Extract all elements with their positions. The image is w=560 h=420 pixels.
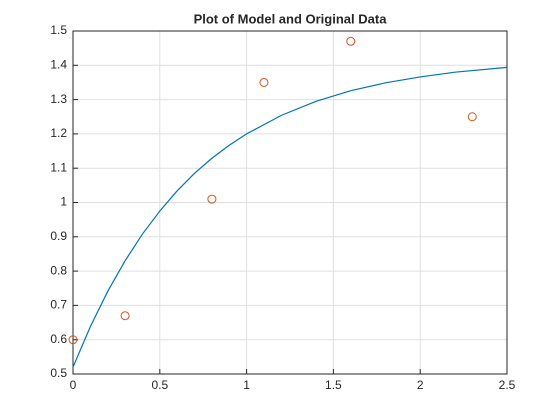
x-tick-label: 2 — [417, 378, 424, 392]
data-point — [346, 36, 356, 46]
data-point — [68, 335, 78, 345]
model-line — [72, 66, 508, 368]
x-tick-label: 2.5 — [499, 378, 516, 392]
y-tick-label: 1.2 — [50, 126, 67, 140]
x-tick-label: 0 — [70, 378, 77, 392]
plot-frame — [72, 30, 508, 375]
y-tick-label: 1.3 — [50, 92, 67, 106]
y-tick-label: 0.9 — [50, 229, 67, 243]
y-tick-label: 0.8 — [50, 263, 67, 277]
y-tick-label: 1 — [60, 195, 67, 209]
data-point — [259, 77, 269, 87]
data-point — [467, 112, 477, 122]
y-tick-label: 1.5 — [50, 23, 67, 37]
y-tick-label: 0.6 — [50, 332, 67, 346]
y-tick-label: 0.7 — [50, 298, 67, 312]
x-tick-label: 0.5 — [151, 378, 168, 392]
y-tick-label: 1.4 — [50, 57, 67, 71]
data-point — [207, 194, 217, 204]
y-tick-label: 1.1 — [50, 160, 67, 174]
chart-title: Plot of Model and Original Data — [194, 11, 388, 26]
x-tick-label: 1.5 — [325, 378, 342, 392]
data-point — [120, 311, 130, 321]
x-tick-label: 1 — [243, 378, 250, 392]
y-tick-label: 0.5 — [50, 366, 67, 380]
